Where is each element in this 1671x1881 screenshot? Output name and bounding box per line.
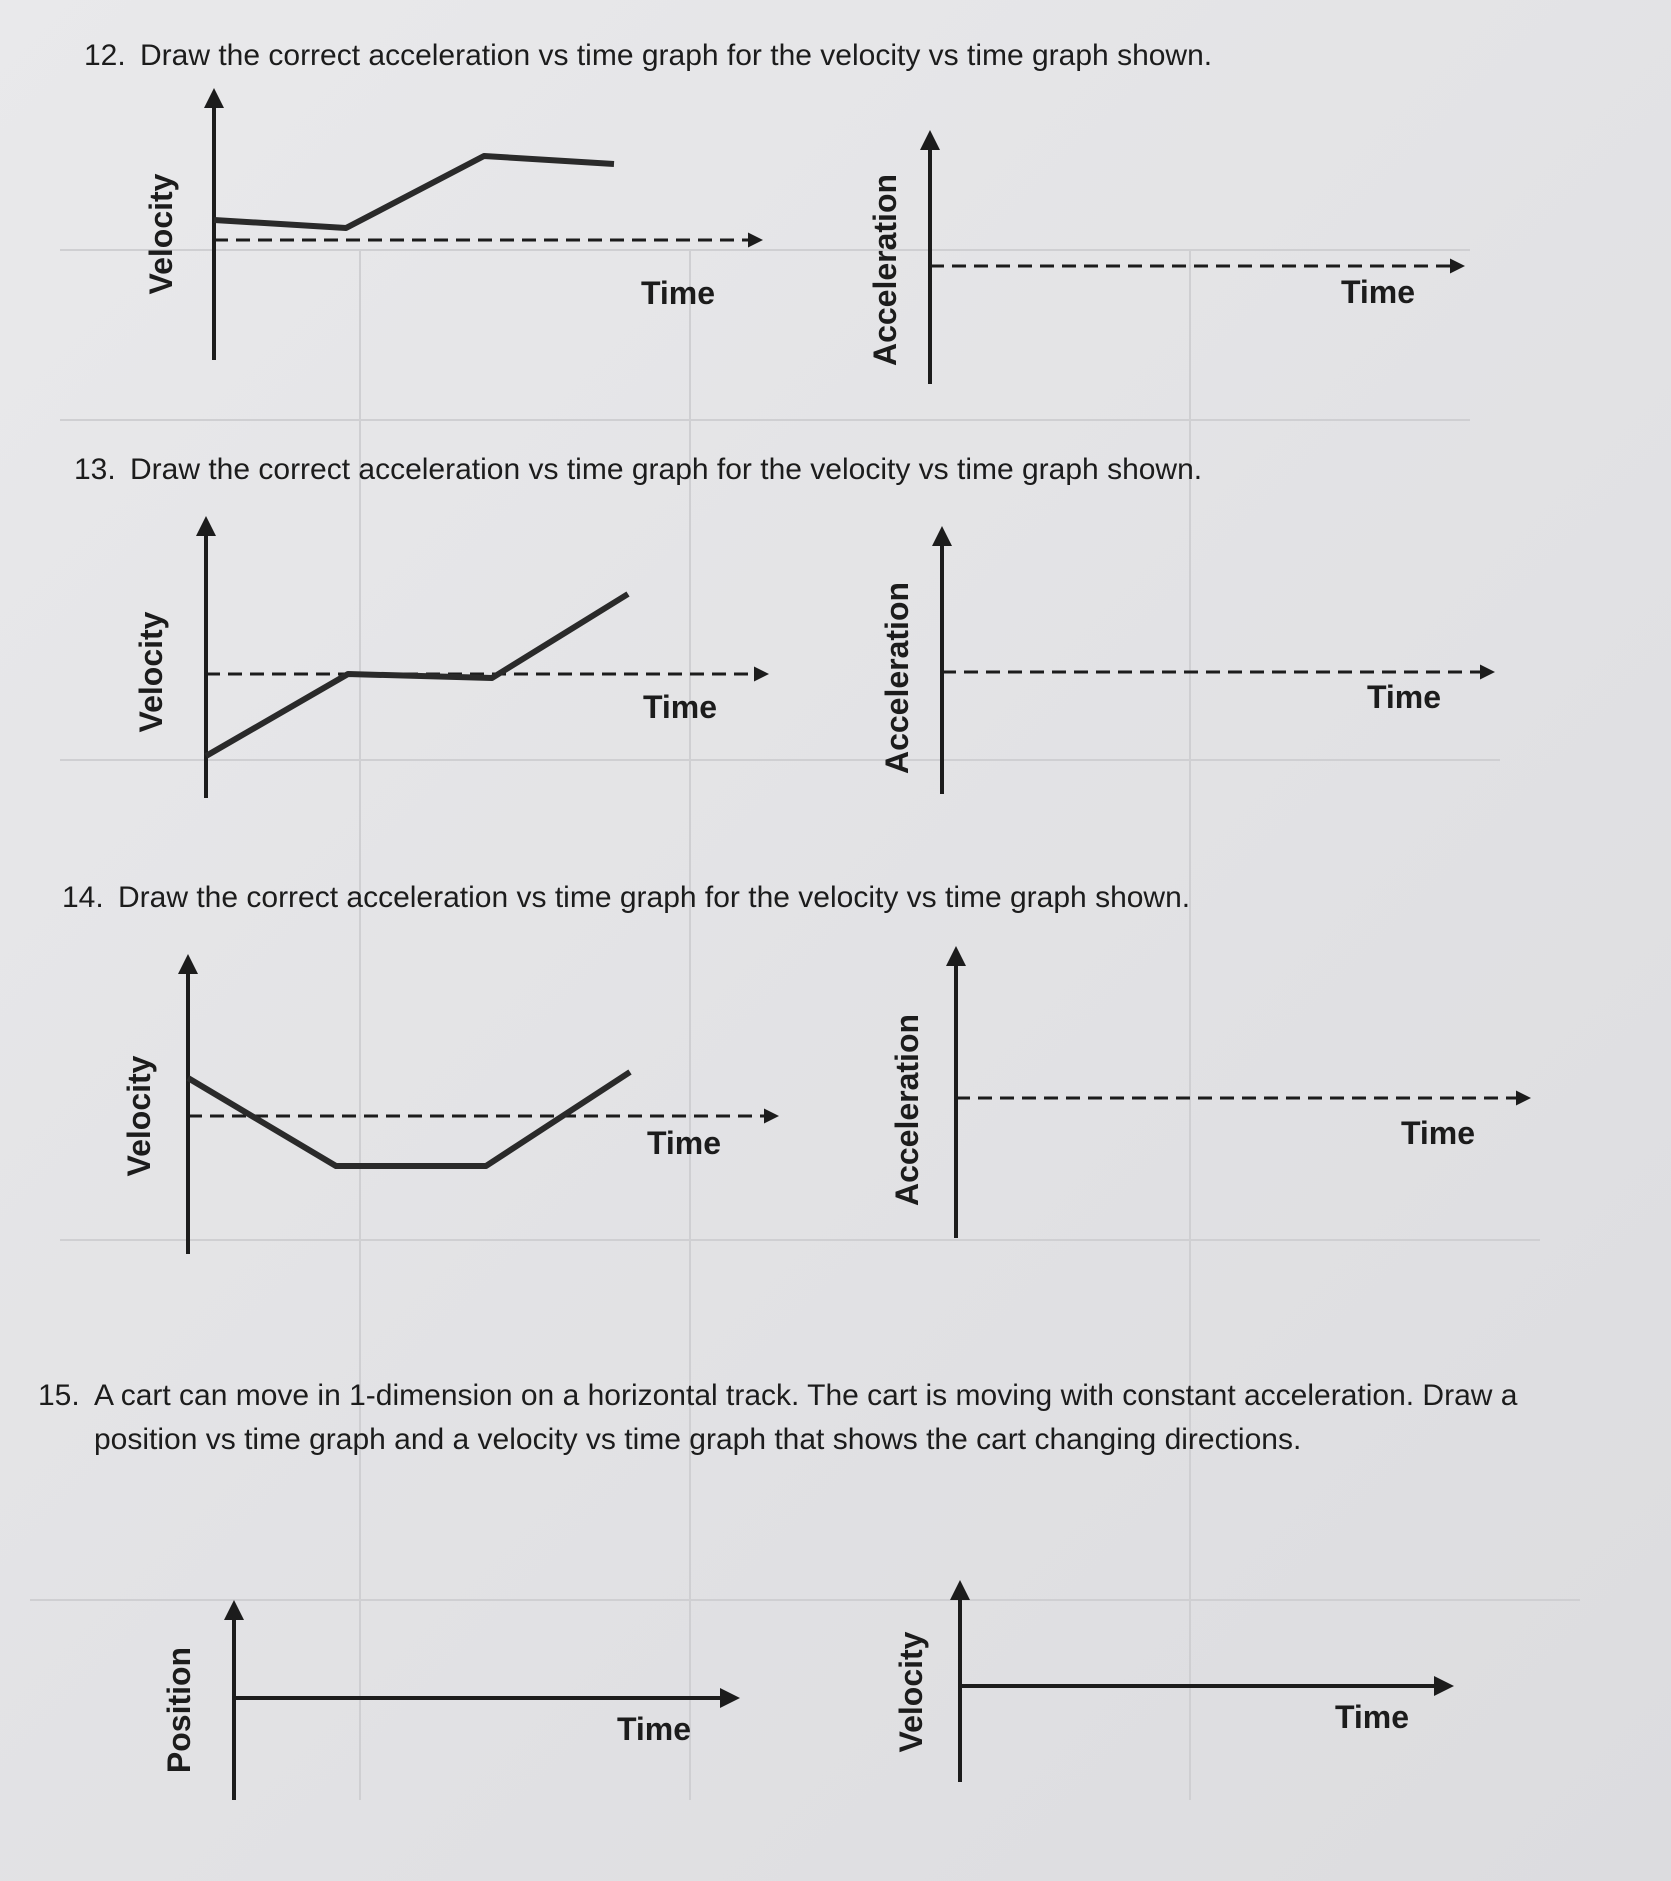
x-axis-label: Time [647,1125,721,1161]
question-text: A cart can move in 1-dimension on a hori… [94,1379,1518,1456]
graph-14-velocity: Velocity Time [121,954,779,1254]
x-axis-label: Time [1335,1699,1409,1735]
y-axis-label: Velocity [893,1631,929,1752]
question-text: Draw the correct acceleration vs time gr… [130,453,1203,486]
y-axis-label: Acceleration [889,1014,925,1206]
graph-12-velocity: Velocity Time [143,88,763,360]
x-axis-label: Time [1341,274,1415,310]
x-axis-label: Time [641,275,715,311]
faint-table-lines [30,249,1580,1800]
x-axis-label: Time [617,1711,691,1747]
graph-14-acceleration: Acceleration Time [889,946,1531,1238]
y-axis-label: Velocity [133,611,169,732]
graph-13-velocity: Velocity Time [133,516,769,798]
y-axis-label: Acceleration [867,174,903,366]
question-text: Draw the correct acceleration vs time gr… [118,881,1191,914]
question-number: 15. [38,1379,80,1412]
y-axis-label: Velocity [121,1055,157,1176]
question-number: 14. [62,881,104,914]
x-axis-label: Time [1401,1115,1475,1151]
y-axis-label: Position [161,1647,197,1773]
x-axis-label: Time [643,689,717,725]
graph-12-acceleration: Acceleration Time [867,130,1465,384]
y-axis-label: Velocity [143,173,179,294]
question-number: 13. [74,453,116,486]
graph-13-acceleration: Acceleration Time [879,526,1495,794]
question-number: 12. [84,39,126,72]
y-axis-label: Acceleration [879,582,915,774]
x-axis-label: Time [1367,679,1441,715]
graph-15-velocity: Velocity Time [893,1580,1454,1782]
question-text: Draw the correct acceleration vs time gr… [140,39,1213,72]
graph-15-position: Position Time [161,1600,740,1800]
